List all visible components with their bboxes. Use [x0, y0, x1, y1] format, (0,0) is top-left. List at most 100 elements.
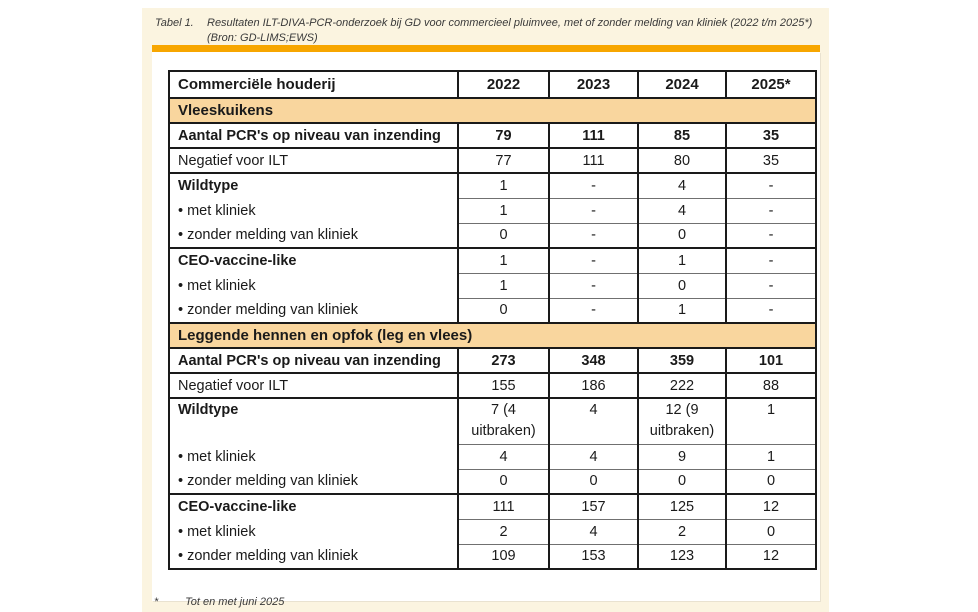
table-row: Aantal PCR's op niveau van inzending 79 11… — [168, 122, 816, 148]
cell-value: 35 — [725, 147, 816, 173]
cell-value: 12 — [725, 543, 816, 569]
table-row: • met kliniek 2 4 2 0 — [168, 518, 816, 544]
cell-value: 4 — [637, 172, 726, 198]
cell-value: - — [725, 172, 816, 198]
cell-value: 222 — [637, 372, 726, 398]
cell-value: 9 — [637, 443, 726, 469]
cell-value: 0 — [457, 297, 549, 323]
cell-value: 7 (4 uitbraken) — [457, 397, 549, 444]
cell-value: 111 — [548, 122, 638, 148]
cell-value: 4 — [637, 197, 726, 223]
row-label: CEO-vaccine-like — [168, 493, 458, 519]
column-header-year: 2025* — [725, 71, 816, 98]
row-label: Aantal PCR's op niveau van inzending — [168, 347, 458, 373]
data-table: Commerciële houderij 2022 2023 2024 2025* Vl… — [168, 70, 817, 570]
cell-value: 155 — [457, 372, 549, 398]
column-header-label: Commerciële houderij — [168, 71, 458, 98]
cell-value: - — [725, 297, 816, 323]
table-row: • zonder melding van kliniek 0-0- — [168, 222, 816, 248]
cell-value: 0 — [637, 272, 726, 298]
table-row: Wildtype 7 (4 uitbraken) 4 12 (9 uitbraken)… — [168, 397, 816, 444]
row-label: CEO-vaccine-like — [168, 247, 458, 273]
cell-value: 2 — [457, 518, 549, 544]
cell-value: 1 — [457, 272, 549, 298]
cell-value: 1 — [457, 172, 549, 198]
cell-value: 0 — [457, 222, 549, 248]
cell-value: 4 — [548, 518, 638, 544]
cell-value: 125 — [637, 493, 726, 519]
row-label: • met kliniek — [168, 444, 458, 469]
section-row: Vleeskuikens — [168, 97, 816, 123]
cell-value: 0 — [725, 468, 816, 494]
cell-value: 12 — [725, 493, 816, 519]
cell-value: 109 — [457, 543, 549, 569]
document-panel: Tabel 1. Resultaten ILT-DIVA-PCR-onderzo… — [142, 8, 829, 612]
cell-value: 4 — [457, 443, 549, 469]
cell-value: 0 — [725, 518, 816, 544]
cell-value: - — [548, 197, 638, 223]
accent-bar — [152, 45, 820, 52]
table-row: Aantal PCR's op niveau van inzending 273 3… — [168, 347, 816, 373]
row-label: • met kliniek — [168, 273, 458, 298]
cell-value: 0 — [637, 222, 726, 248]
row-label: Negatief voor ILT — [168, 372, 458, 398]
cell-value: 79 — [457, 122, 549, 148]
cell-value: 1 — [725, 397, 816, 444]
cell-value: 85 — [637, 122, 726, 148]
table-row: CEO-vaccine-like 111 157 125 12 — [168, 493, 816, 519]
row-label: Negatief voor ILT — [168, 147, 458, 173]
cell-value: 0 — [548, 468, 638, 494]
caption-text: Resultaten ILT-DIVA-PCR-onderzoek bij GD… — [207, 16, 812, 46]
table-row: • zonder melding van kliniek 109 153 123 12 — [168, 543, 816, 569]
table-header-row: Commerciële houderij 2022 2023 2024 2025* — [168, 71, 816, 98]
cell-value: 111 — [548, 147, 638, 173]
cell-value: 88 — [725, 372, 816, 398]
cell-value: - — [548, 172, 638, 198]
row-label: Aantal PCR's op niveau van inzending — [168, 122, 458, 148]
cell-value: 1 — [637, 247, 726, 273]
section-title: Vleeskuikens — [168, 97, 816, 123]
cell-value: 2 — [637, 518, 726, 544]
cell-value: 123 — [637, 543, 726, 569]
cell-value: 348 — [548, 347, 638, 373]
cell-value: 80 — [637, 147, 726, 173]
cell-value: 77 — [457, 147, 549, 173]
cell-value: - — [725, 247, 816, 273]
column-header-year: 2022 — [457, 71, 549, 98]
caption-label: Tabel 1. — [155, 17, 194, 29]
footnote-text: Tot en met juni 2025 — [185, 596, 285, 608]
table-row: Wildtype 1-4- — [168, 172, 816, 198]
cell-value: - — [548, 272, 638, 298]
row-label: • met kliniek — [168, 519, 458, 544]
row-label: Wildtype — [168, 172, 458, 198]
table-row: Negatief voor ILT 77 111 80 35 — [168, 147, 816, 173]
row-label: Wildtype — [168, 397, 458, 444]
cell-value: 1 — [725, 443, 816, 469]
table-row: • met kliniek 1-4- — [168, 197, 816, 223]
row-label: • zonder melding van kliniek — [168, 469, 458, 494]
row-label: • zonder melding van kliniek — [168, 298, 458, 323]
cell-value: 273 — [457, 347, 549, 373]
cell-value: 1 — [457, 247, 549, 273]
row-label: • zonder melding van kliniek — [168, 223, 458, 248]
cell-value: - — [725, 222, 816, 248]
caption-line1: Resultaten ILT-DIVA-PCR-onderzoek bij GD… — [207, 17, 813, 29]
cell-value: 186 — [548, 372, 638, 398]
cell-value: 359 — [637, 347, 726, 373]
column-header-year: 2023 — [548, 71, 638, 98]
cell-value: - — [548, 247, 638, 273]
table-row: • met kliniek 4 4 9 1 — [168, 443, 816, 469]
column-header-year: 2024 — [637, 71, 726, 98]
row-label: • met kliniek — [168, 198, 458, 223]
cell-value: - — [548, 222, 638, 248]
table-row: • met kliniek 1-0- — [168, 272, 816, 298]
cell-value: 101 — [725, 347, 816, 373]
table-row: • zonder melding van kliniek 0-1- — [168, 297, 816, 323]
cell-value: 4 — [548, 397, 638, 444]
section-row: Leggende hennen en opfok (leg en vlees) — [168, 322, 816, 348]
table-caption: Tabel 1. Resultaten ILT-DIVA-PCR-onderzo… — [155, 16, 812, 46]
cell-value: 157 — [548, 493, 638, 519]
caption-line2: (Bron: GD-LIMS;EWS) — [207, 32, 318, 44]
table-row: Negatief voor ILT 155 186 222 88 — [168, 372, 816, 398]
cell-value: 153 — [548, 543, 638, 569]
